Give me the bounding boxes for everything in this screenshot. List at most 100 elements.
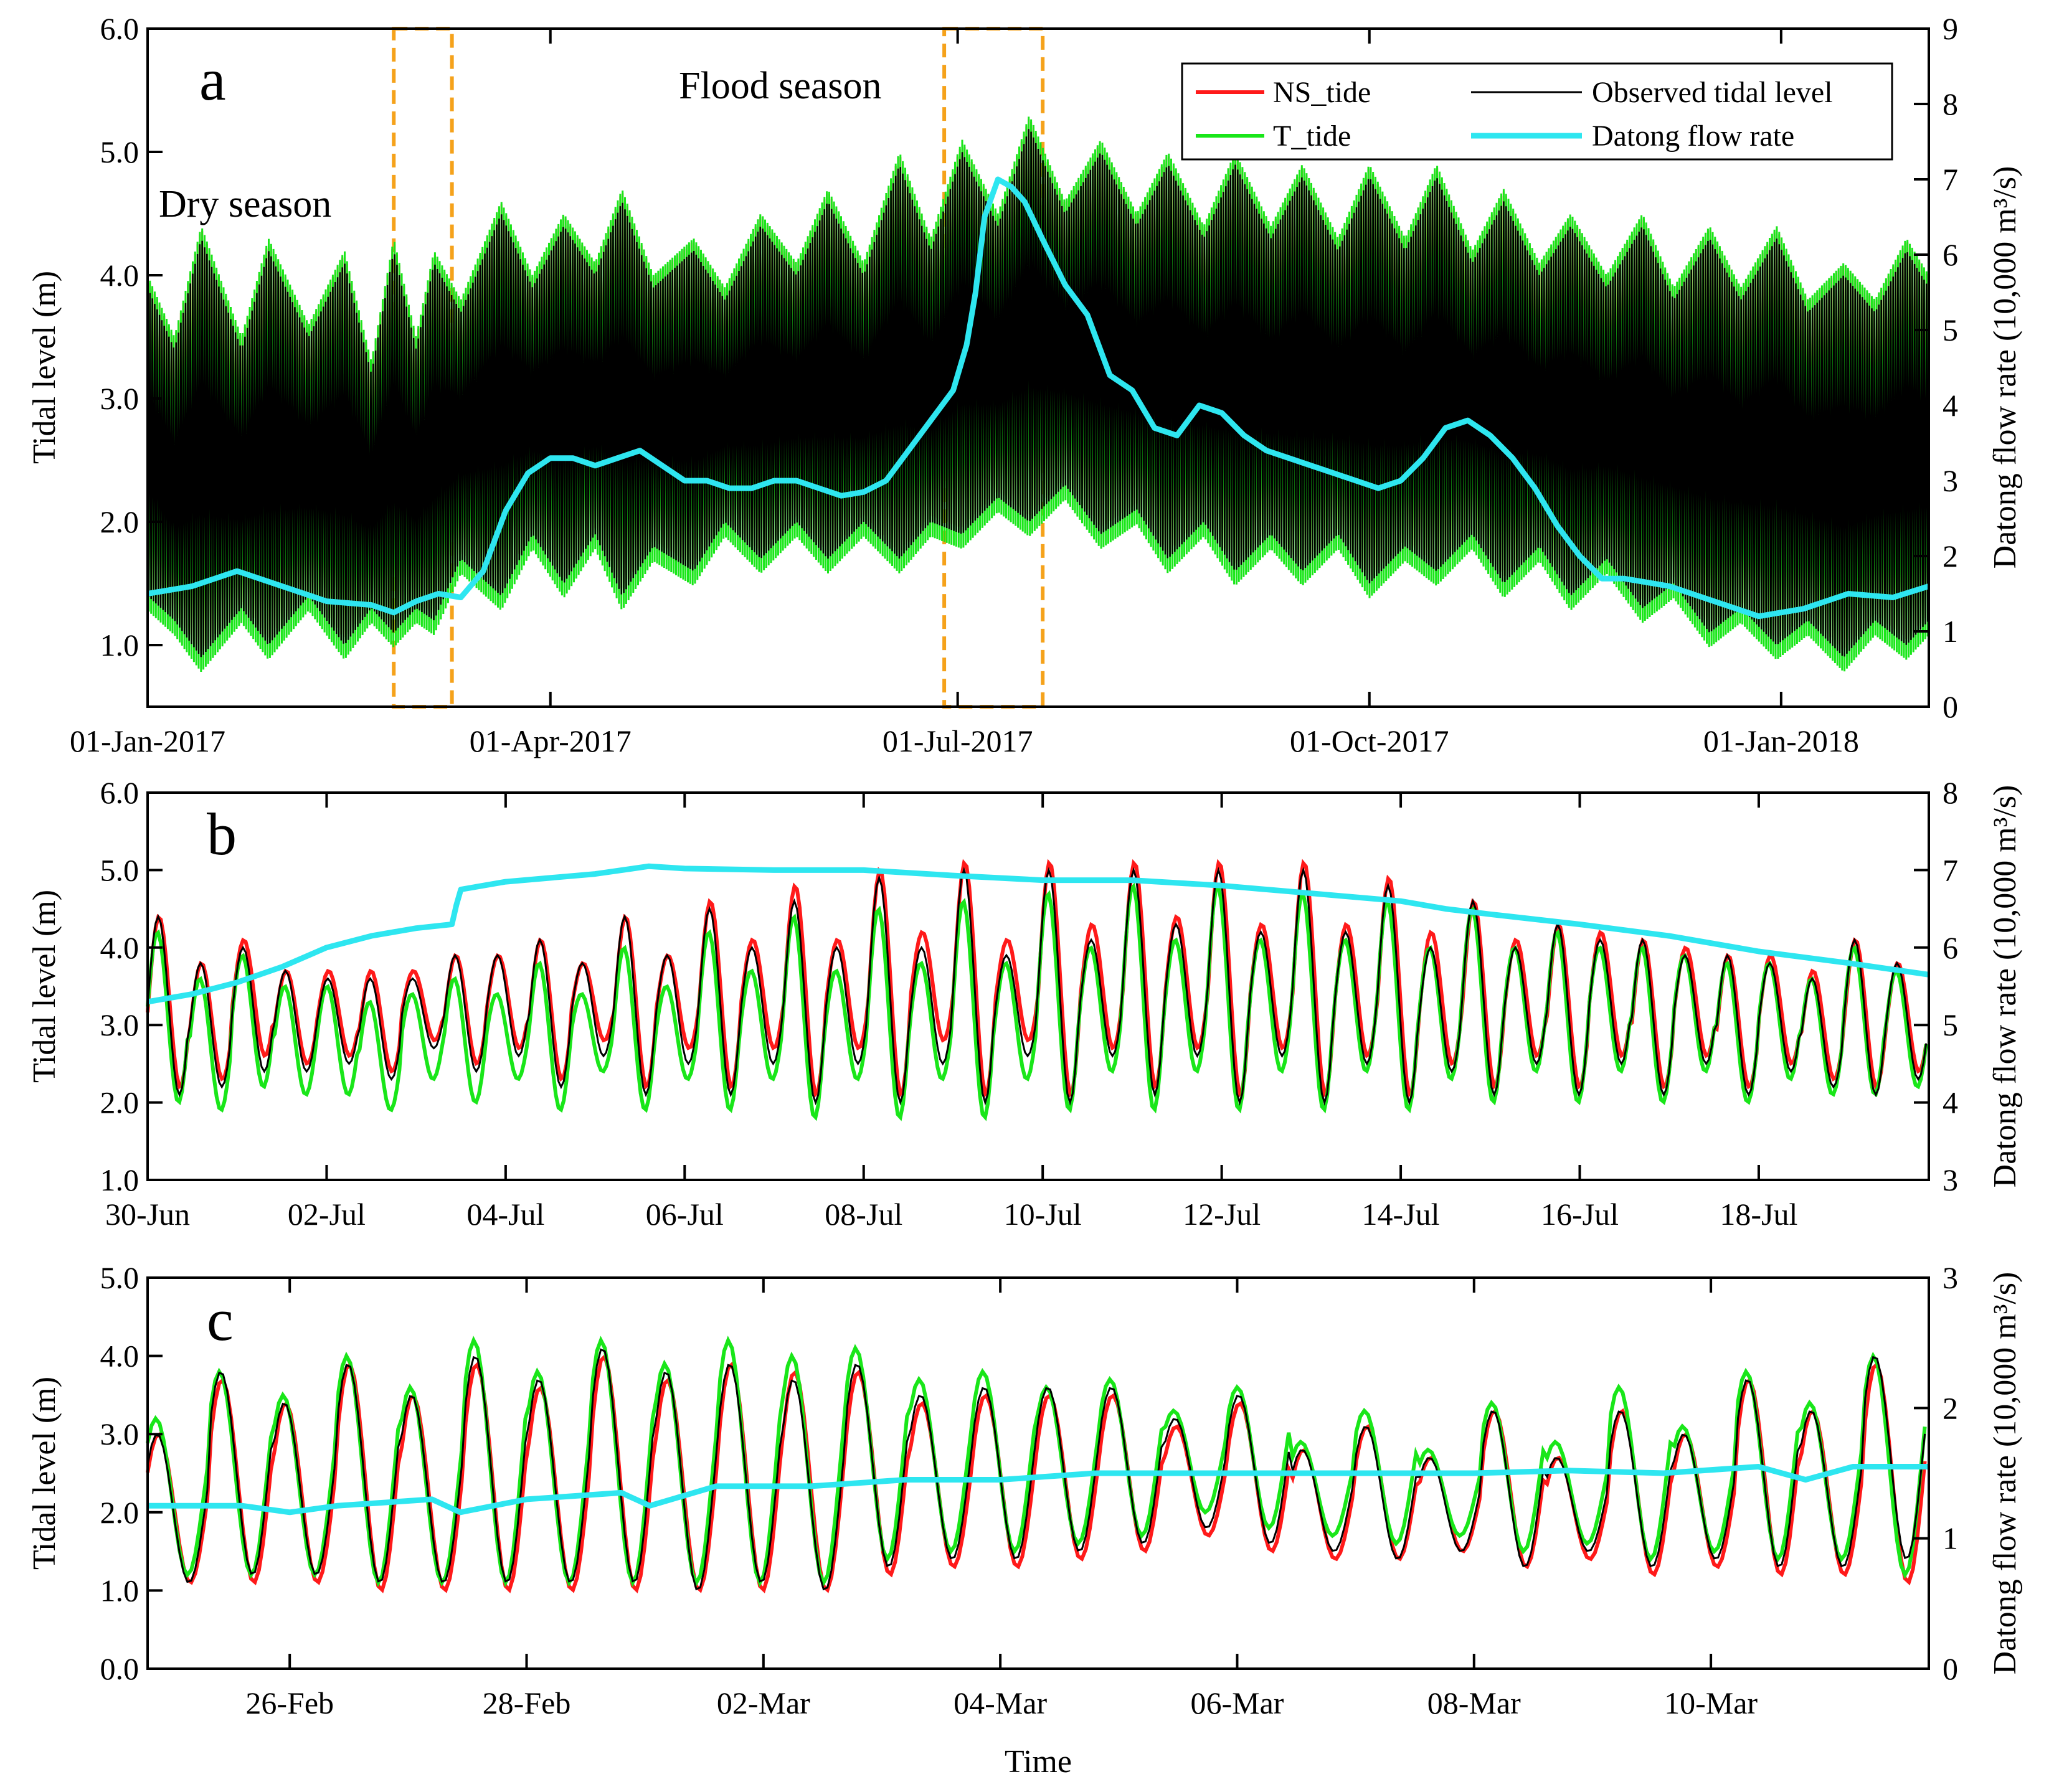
x-tick-label: 06-Jul	[646, 1197, 724, 1232]
observed-tide-line	[146, 129, 1930, 658]
y2-axis-title: Datong flow rate (10,000 m³/s)	[1987, 166, 2023, 569]
y2-tick-label: 2	[1943, 1390, 1958, 1425]
x-axis-title: Time	[1005, 1744, 1072, 1780]
x-tick-label: 08-Jul	[825, 1197, 902, 1232]
y2-tick-label: 8	[1943, 775, 1958, 810]
x-tick-label: 01-Jan-2017	[70, 724, 225, 758]
observed-tide-line	[146, 1348, 1926, 1591]
x-ticks: 30-Jun 02-Jul 04-Jul 06-Jul 08-Jul 10-Jul 12-J…	[105, 793, 1797, 1232]
y-tick-label: 5.0	[100, 134, 140, 169]
x-tick-label: 01-Oct-2017	[1290, 724, 1449, 758]
y-tick-label: 1.0	[100, 628, 140, 663]
x-tick-label: 18-Jul	[1720, 1197, 1797, 1232]
x-tick-label: 08-Mar	[1427, 1686, 1521, 1720]
x-tick-label: 04-Jul	[466, 1197, 544, 1232]
flood-season-label: Flood season	[679, 65, 882, 107]
y2-tick-label: 9	[1943, 11, 1958, 46]
x-ticks: 01-Jan-2017 01-Apr-2017 01-Jul-2017 01-Oct-…	[70, 29, 1859, 758]
x-tick-label: 10-Mar	[1664, 1686, 1758, 1720]
x-tick-label: 02-Mar	[717, 1686, 810, 1720]
flow-rate-line	[147, 176, 1930, 620]
y-tick-label: 5.0	[100, 852, 140, 887]
ns-tide-line	[146, 859, 1928, 1098]
legend-box	[1181, 62, 1893, 161]
x-ticks: 26-Feb 28-Feb 02-Mar 04-Mar 06-Mar 08-Mar 10-M…	[245, 1278, 1758, 1720]
y2-axis-title: Datong flow rate (10,000 m³/s)	[1987, 1272, 2023, 1675]
x-tick-label: 01-Jan-2018	[1703, 724, 1859, 758]
y-tick-label: 4.0	[100, 258, 140, 293]
x-tick-label: 12-Jul	[1183, 1197, 1261, 1232]
panel-letter-b: b	[207, 801, 237, 867]
legend-label-t-tide: T_tide	[1273, 120, 1351, 153]
legend-label-ns-tide: NS_tide	[1273, 76, 1371, 109]
plot-frame	[146, 791, 1930, 1181]
observed-tide-line	[146, 867, 1928, 1106]
x-tick-label: 28-Feb	[483, 1686, 571, 1720]
y-tick-label: 6.0	[100, 775, 140, 810]
t-tide-line	[146, 1336, 1927, 1588]
y-tick-label: 2.0	[100, 1085, 140, 1120]
y-tick-label: 3.0	[100, 381, 140, 416]
x-tick-label: 30-Jun	[105, 1197, 190, 1232]
x-tick-label: 14-Jul	[1362, 1197, 1440, 1232]
y-ticks: 1.0 2.0 3.0 4.0 5.0 6.0	[100, 11, 163, 663]
y-tick-label: 6.0	[100, 11, 140, 46]
panel-a: 01-Jan-2017 01-Apr-2017 01-Jul-2017 01-Oct-…	[27, 11, 2023, 758]
tide-series	[146, 116, 1930, 672]
panel-letter-c: c	[207, 1286, 234, 1353]
y-axis-title: Tidal level (m)	[27, 890, 62, 1083]
y2-tick-label: 8	[1943, 87, 1958, 121]
y2-tick-label: 0	[1943, 1651, 1958, 1686]
y2-tick-label: 3	[1943, 463, 1958, 498]
y-ticks: 1.0 2.0 3.0 4.0 5.0 6.0	[100, 775, 163, 1197]
y2-ticks: 0 1 2 3 4 5 6 7 8 9	[1914, 11, 1958, 724]
y2-tick-label: 6	[1943, 930, 1958, 965]
y2-tick-label: 4	[1943, 388, 1958, 423]
y-tick-label: 4.0	[100, 1339, 140, 1374]
y2-tick-label: 2	[1943, 539, 1958, 573]
y-tick-label: 3.0	[100, 1007, 140, 1042]
legend: NS_tide Observed tidal level T_tide Dato…	[1181, 62, 1893, 161]
y2-tick-label: 0	[1943, 689, 1958, 724]
x-tick-label: 02-Jul	[288, 1197, 366, 1232]
tide-series	[146, 1336, 1929, 1594]
panel-c: 26-Feb 28-Feb 02-Mar 04-Mar 06-Mar 08-Mar 10-M…	[27, 1260, 2023, 1780]
y2-tick-label: 4	[1943, 1085, 1958, 1120]
panel-letter-a: a	[199, 46, 226, 113]
plot-frame	[146, 27, 1930, 708]
legend-label-flow: Datong flow rate	[1592, 120, 1794, 153]
x-tick-label: 01-Jul-2017	[883, 724, 1033, 758]
flow-rate-line	[148, 1464, 1929, 1516]
x-tick-label: 16-Jul	[1541, 1197, 1619, 1232]
y-ticks: 0.0 1.0 2.0 3.0 4.0 5.0	[100, 1260, 163, 1686]
y-tick-label: 1.0	[100, 1573, 140, 1608]
y2-tick-label: 5	[1943, 1007, 1958, 1042]
y2-tick-label: 1	[1943, 1521, 1958, 1556]
y-tick-label: 5.0	[100, 1260, 140, 1295]
y2-tick-label: 1	[1943, 614, 1958, 649]
y-tick-label: 4.0	[100, 930, 140, 965]
y2-ticks: 3 4 5 6 7 8	[1914, 775, 1958, 1197]
y2-ticks: 0 1 2 3	[1914, 1260, 1958, 1686]
x-tick-label: 06-Mar	[1190, 1686, 1284, 1720]
y-tick-label: 1.0	[100, 1162, 140, 1197]
legend-label-observed: Observed tidal level	[1592, 76, 1833, 109]
y2-tick-label: 3	[1943, 1162, 1958, 1197]
x-tick-label: 10-Jul	[1004, 1197, 1082, 1232]
x-tick-label: 26-Feb	[245, 1686, 334, 1720]
y2-axis-title: Datong flow rate (10,000 m³/s)	[1987, 785, 2023, 1188]
y-tick-label: 0.0	[100, 1651, 140, 1686]
panel-b: 30-Jun 02-Jul 04-Jul 06-Jul 08-Jul 10-Jul 12-J…	[27, 775, 2023, 1232]
y-axis-title: Tidal level (m)	[27, 1377, 62, 1570]
y-axis-title: Tidal level (m)	[27, 271, 62, 464]
dry-season-label: Dry season	[159, 183, 331, 225]
y2-tick-label: 7	[1943, 852, 1958, 887]
y2-tick-label: 7	[1943, 162, 1958, 197]
t-tide-line	[146, 116, 1930, 672]
x-tick-label: 01-Apr-2017	[470, 724, 632, 758]
tide-series	[146, 859, 1929, 1121]
y2-tick-label: 5	[1943, 313, 1958, 347]
plot-frame	[146, 1276, 1930, 1670]
y-tick-label: 2.0	[100, 1495, 140, 1530]
